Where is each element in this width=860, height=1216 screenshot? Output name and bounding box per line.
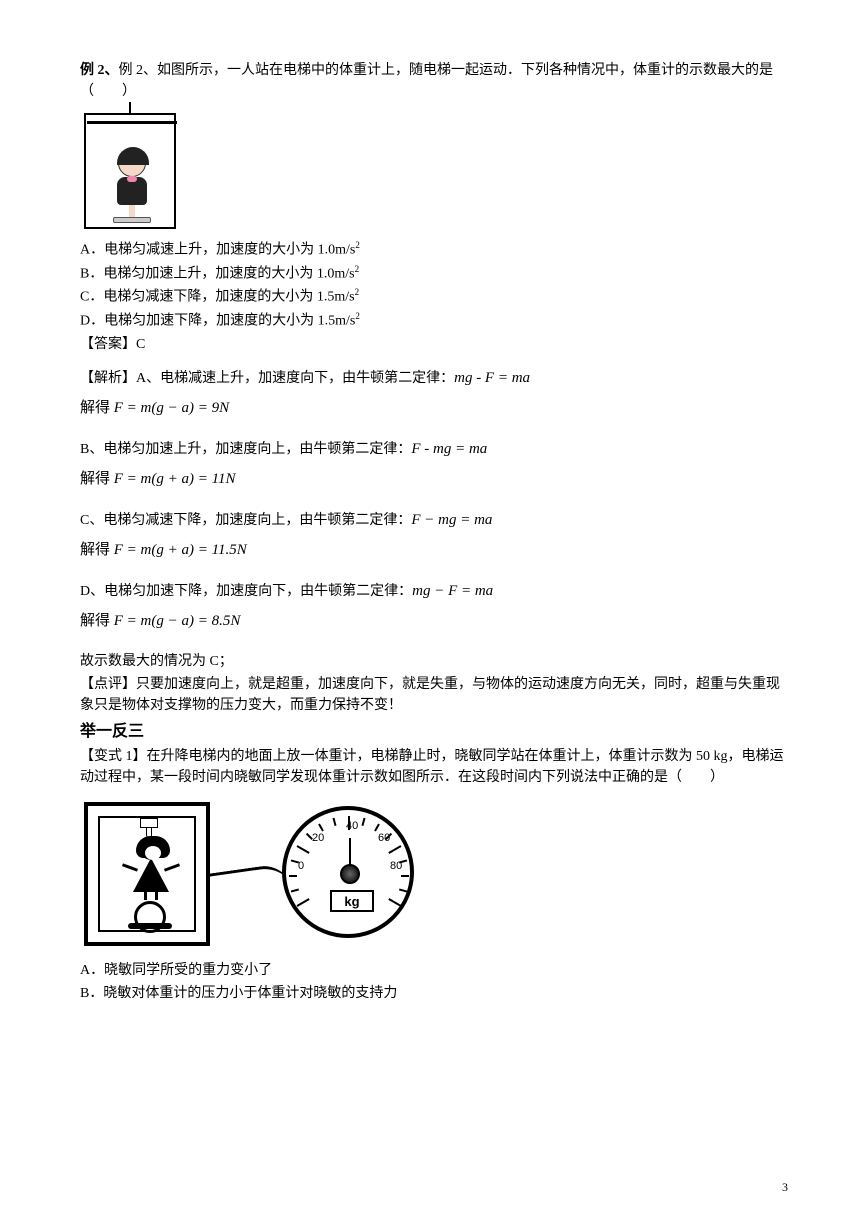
page-number: 3 — [782, 1178, 788, 1196]
gauge-n0: 0 — [298, 858, 304, 875]
elevator2 — [84, 802, 214, 948]
answer: 【答案】C — [80, 334, 790, 355]
option-b: B．电梯匀加速上升，加速度的大小为 1.0m/s2 — [80, 263, 790, 285]
variant-opt-b: B．晓敏对体重计的压力小于体重计对晓敏的支持力 — [80, 983, 790, 1004]
explain-d: D、电梯匀加速下降，加速度向下，由牛顿第二定律：mg − F = ma — [80, 580, 790, 603]
scale-base — [113, 217, 151, 223]
elevator-ceiling — [87, 121, 177, 124]
gauge-needle-base — [340, 864, 360, 884]
variant-opt-a: A．晓敏同学所受的重力变小了 — [80, 960, 790, 981]
explain-b: B、电梯匀加速上升，加速度向上，由牛顿第二定律：F - mg = ma — [80, 438, 790, 461]
variant-prompt: 【变式 1】在升降电梯内的地面上放一体重计，电梯静止时，晓敏同学站在体重计上，体… — [80, 746, 790, 788]
solve-b: 解得 F = m(g + a) = 11N — [80, 468, 790, 491]
conclusion: 故示数最大的情况为 C； — [80, 651, 790, 672]
option-c: C．电梯匀减速下降，加速度的大小为 1.5m/s2 — [80, 286, 790, 308]
option-a: A．电梯匀减速上升，加速度的大小为 1.0m/s2 — [80, 239, 790, 261]
example2-label: 例 2、 — [80, 63, 119, 78]
elevator-box — [84, 113, 176, 229]
comment: 【点评】只要加速度向上，就是超重，加速度向下，就是失重，与物体的运动速度方向无关… — [80, 674, 790, 716]
gauge-n20: 20 — [312, 830, 324, 847]
gauge-unit: kg — [330, 890, 374, 912]
head — [118, 149, 146, 177]
solve-c: 解得 F = m(g + a) = 11.5N — [80, 539, 790, 562]
variant-heading: 举一反三 — [80, 720, 790, 744]
explain-a: 【解析】A、电梯减速上升，加速度向下，由牛顿第二定律：mg - F = ma — [80, 367, 790, 390]
gauge-dial: 40 20 60 0 80 kg — [282, 806, 414, 938]
explain-c: C、电梯匀减速下降，加速度向上，由牛顿第二定律：F − mg = ma — [80, 509, 790, 532]
person-icon — [110, 149, 154, 219]
gauge-wire — [206, 862, 293, 903]
figure-elevator-gauge: 40 20 60 0 80 kg — [84, 802, 424, 952]
example2-prompt: 例 2、例 2、如图所示，一人站在电梯中的体重计上，随电梯一起运动．下列各种情况… — [80, 60, 790, 102]
solve-d: 解得 F = m(g − a) = 8.5N — [80, 610, 790, 633]
scale-platform — [128, 901, 172, 929]
example2-text: 例 2、如图所示，一人站在电梯中的体重计上，随电梯一起运动．下列各种情况中，体重… — [80, 63, 773, 99]
figure-elevator-1 — [84, 108, 178, 233]
person2-icon — [130, 838, 172, 906]
solve-a: 解得 F = m(g − a) = 9N — [80, 397, 790, 420]
option-d: D．电梯匀加速下降，加速度的大小为 1.5m/s2 — [80, 310, 790, 332]
